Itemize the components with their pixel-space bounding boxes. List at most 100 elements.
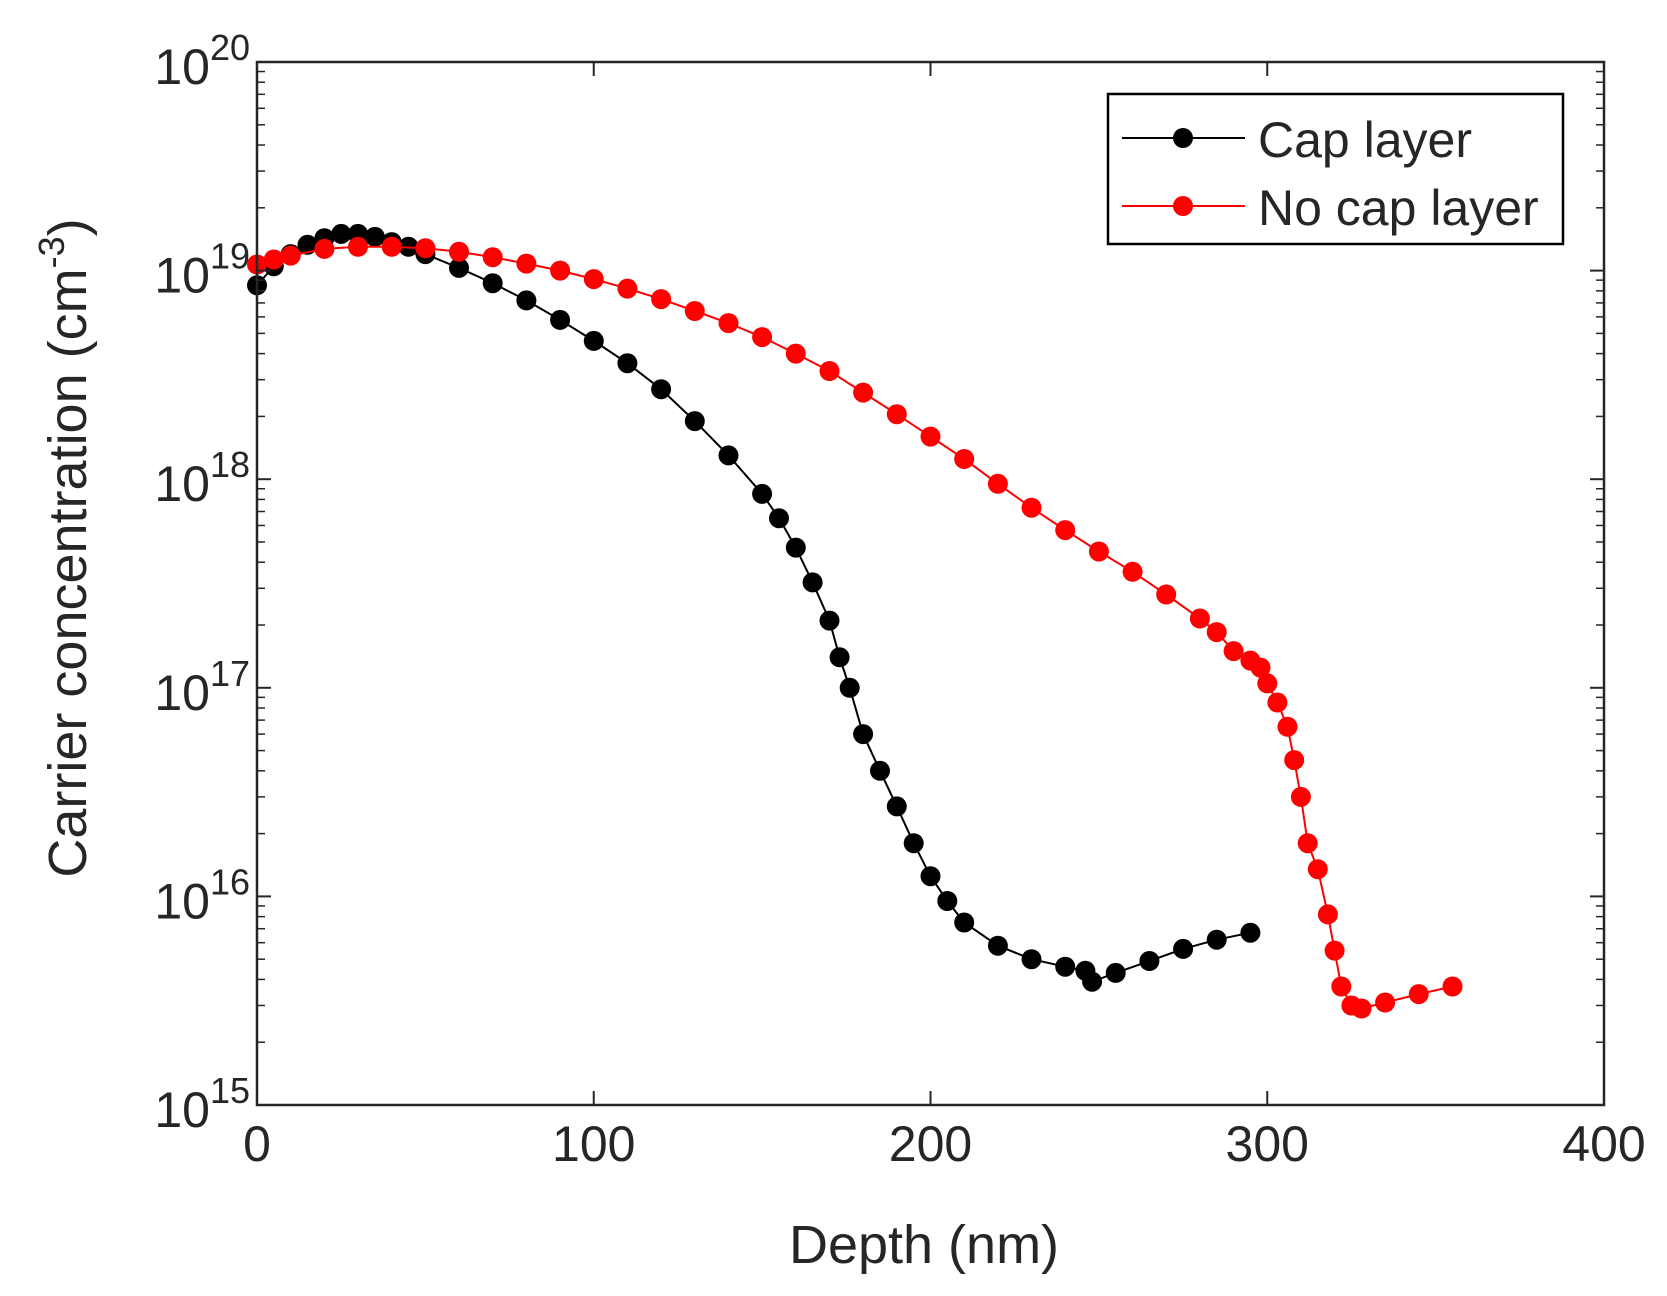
data-point-no-cap-layer	[1122, 561, 1143, 582]
data-point-cap-layer	[1082, 971, 1103, 992]
data-point-cap-layer	[1206, 929, 1227, 950]
data-point-no-cap-layer	[280, 245, 301, 266]
ticks	[256, 61, 1605, 1106]
tick-labels: 0 100 200 300 400 1015 1016 1017 1018 1019 1020	[154, 27, 1645, 1172]
legend: Cap layer No cap layer	[1106, 92, 1565, 246]
data-point-no-cap-layer	[314, 238, 335, 259]
data-point-cap-layer	[886, 796, 907, 817]
data-point-no-cap-layer	[1055, 520, 1076, 541]
legend-marker-cap-layer	[1173, 128, 1193, 148]
data-point-no-cap-layer	[785, 343, 806, 364]
data-point-cap-layer	[752, 483, 773, 504]
data-point-no-cap-layer	[651, 289, 672, 310]
y-tick-label: 1015	[154, 1070, 250, 1138]
data-point-no-cap-layer	[987, 473, 1008, 494]
x-tick-label: 0	[243, 1116, 271, 1172]
data-point-cap-layer	[802, 572, 823, 593]
y-tick-label: 1018	[154, 444, 250, 512]
data-point-no-cap-layer	[516, 253, 537, 274]
y-axis-label: Carrier concentration (cm-3)	[31, 218, 98, 877]
data-point-no-cap-layer	[381, 236, 402, 257]
legend-label-no-cap-layer: No cap layer	[1258, 180, 1539, 236]
data-point-no-cap-layer	[583, 269, 604, 290]
legend-label-cap-layer: Cap layer	[1258, 112, 1472, 168]
data-point-no-cap-layer	[853, 382, 874, 403]
y-axis-label-close: )	[38, 218, 98, 236]
x-axis-label: Depth (nm)	[789, 1215, 1059, 1275]
data-point-no-cap-layer	[1021, 497, 1042, 518]
data-point-no-cap-layer	[617, 278, 638, 299]
data-point-no-cap-layer	[1324, 940, 1345, 961]
data-point-no-cap-layer	[1267, 692, 1288, 713]
data-point-no-cap-layer	[1375, 992, 1396, 1013]
data-point-no-cap-layer	[1156, 584, 1177, 605]
data-point-cap-layer	[1139, 951, 1160, 971]
data-point-no-cap-layer	[1408, 984, 1429, 1005]
data-point-cap-layer	[769, 508, 789, 529]
data-point-cap-layer	[297, 234, 318, 255]
data-point-no-cap-layer	[348, 236, 368, 257]
data-point-cap-layer	[1173, 938, 1194, 959]
data-point-no-cap-layer	[1317, 904, 1338, 925]
data-point-no-cap-layer	[1442, 976, 1463, 997]
data-point-cap-layer	[364, 226, 385, 247]
data-point-no-cap-layer	[920, 426, 941, 447]
data-point-no-cap-layer	[263, 249, 284, 270]
data-point-cap-layer	[829, 647, 850, 668]
data-point-cap-layer	[651, 379, 672, 400]
y-tick-label: 1016	[154, 861, 250, 929]
x-tick-label: 400	[1562, 1116, 1645, 1172]
data-point-cap-layer	[920, 866, 941, 887]
data-point-no-cap-layer	[1307, 859, 1328, 880]
data-point-no-cap-layer	[1331, 976, 1352, 997]
x-tick-label: 300	[1226, 1116, 1309, 1172]
data-point-cap-layer	[1240, 922, 1261, 943]
data-point-cap-layer	[617, 353, 638, 374]
data-point-no-cap-layer	[1277, 716, 1298, 737]
data-point-cap-layer	[331, 223, 352, 244]
data-point-no-cap-layer	[1351, 998, 1372, 1019]
data-point-cap-layer	[550, 309, 571, 330]
data-point-no-cap-layer	[1223, 641, 1244, 662]
data-point-no-cap-layer	[954, 449, 975, 469]
series-layer	[247, 223, 1463, 1019]
data-point-no-cap-layer	[1284, 750, 1305, 771]
data-point-cap-layer	[785, 537, 806, 558]
data-point-no-cap-layer	[684, 301, 705, 321]
data-point-no-cap-layer	[819, 361, 840, 381]
x-tick-label: 200	[889, 1116, 972, 1172]
data-point-no-cap-layer	[718, 313, 739, 334]
x-tick-label: 100	[552, 1116, 635, 1172]
data-point-cap-layer	[1055, 956, 1076, 977]
data-point-cap-layer	[987, 935, 1008, 956]
data-point-no-cap-layer	[1297, 833, 1318, 854]
series-cap-layer	[247, 223, 1261, 992]
data-point-cap-layer	[839, 677, 860, 698]
data-point-no-cap-layer	[886, 404, 907, 425]
data-point-cap-layer	[718, 445, 739, 466]
data-point-no-cap-layer	[1250, 657, 1271, 678]
data-point-cap-layer	[1021, 949, 1042, 970]
data-point-cap-layer	[583, 330, 604, 351]
data-point-no-cap-layer	[752, 327, 773, 348]
data-point-no-cap-layer	[1290, 786, 1311, 807]
data-point-cap-layer	[903, 833, 924, 854]
data-point-no-cap-layer	[1088, 541, 1109, 562]
y-tick-label: 1017	[154, 653, 250, 721]
data-point-no-cap-layer	[482, 247, 503, 268]
data-point-cap-layer	[937, 891, 958, 911]
data-point-cap-layer	[449, 257, 469, 278]
data-point-cap-layer	[684, 411, 705, 432]
y-tick-label: 1020	[154, 27, 250, 95]
data-point-no-cap-layer	[415, 238, 436, 259]
y-axis-label-main: Carrier concentration (cm	[38, 268, 98, 877]
data-point-cap-layer	[870, 760, 890, 781]
data-point-cap-layer	[853, 724, 874, 745]
series-no-cap-layer	[247, 236, 1463, 1019]
data-point-cap-layer	[482, 273, 503, 294]
data-point-cap-layer	[954, 912, 975, 933]
data-point-cap-layer	[819, 610, 840, 631]
data-point-no-cap-layer	[550, 260, 571, 281]
data-point-cap-layer	[516, 290, 537, 311]
